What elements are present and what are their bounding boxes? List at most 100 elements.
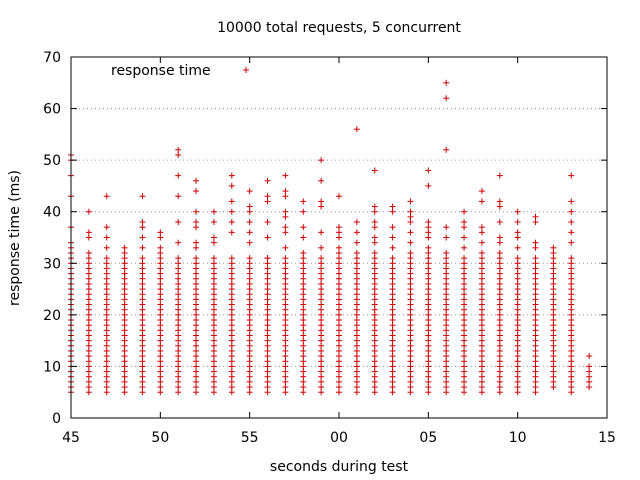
data-point bbox=[443, 353, 450, 360]
data-point bbox=[318, 389, 325, 396]
axis-ticks: 0 10 20 30 40 50 60 70 45 50 55 00 05 10 15 bbox=[43, 50, 616, 446]
data-point bbox=[121, 337, 128, 344]
data-point bbox=[193, 239, 200, 246]
data-point bbox=[103, 224, 110, 231]
data-point bbox=[157, 286, 164, 293]
data-point bbox=[514, 363, 521, 370]
data-point bbox=[353, 286, 360, 293]
data-point bbox=[264, 337, 271, 344]
data-point bbox=[514, 270, 521, 277]
data-point bbox=[478, 347, 485, 354]
data-point bbox=[389, 275, 396, 282]
data-point bbox=[210, 301, 217, 308]
data-point bbox=[193, 389, 200, 396]
data-point bbox=[353, 229, 360, 236]
data-point bbox=[139, 363, 146, 370]
data-point bbox=[228, 270, 235, 277]
data-point bbox=[193, 368, 200, 375]
data-point bbox=[461, 332, 468, 339]
data-point bbox=[228, 358, 235, 365]
data-point bbox=[425, 317, 432, 324]
data-point bbox=[121, 347, 128, 354]
data-point bbox=[228, 322, 235, 329]
data-point bbox=[103, 291, 110, 298]
data-point bbox=[282, 317, 289, 324]
data-point bbox=[443, 332, 450, 339]
data-point bbox=[228, 265, 235, 272]
data-point bbox=[157, 255, 164, 262]
data-point bbox=[407, 384, 414, 391]
data-point bbox=[389, 337, 396, 344]
data-point bbox=[353, 322, 360, 329]
data-point bbox=[264, 322, 271, 329]
data-point bbox=[318, 229, 325, 236]
data-point bbox=[228, 311, 235, 318]
data-point bbox=[157, 337, 164, 344]
data-point bbox=[300, 378, 307, 385]
data-point bbox=[425, 260, 432, 267]
data-point bbox=[85, 234, 92, 241]
data-point bbox=[353, 347, 360, 354]
data-point bbox=[210, 378, 217, 385]
data-point bbox=[443, 358, 450, 365]
data-point bbox=[389, 327, 396, 334]
data-point bbox=[407, 219, 414, 226]
data-point bbox=[336, 363, 342, 370]
data-point bbox=[550, 327, 557, 334]
data-point bbox=[246, 327, 253, 334]
data-point bbox=[425, 358, 432, 365]
data-point bbox=[550, 384, 557, 391]
data-point bbox=[318, 378, 325, 385]
data-point bbox=[461, 224, 468, 231]
data-point bbox=[461, 368, 468, 375]
data-point bbox=[157, 368, 164, 375]
data-point bbox=[532, 286, 539, 293]
data-point bbox=[514, 306, 521, 313]
data-point bbox=[318, 260, 325, 267]
data-point bbox=[336, 255, 342, 262]
data-point bbox=[282, 363, 289, 370]
data-point bbox=[443, 255, 450, 262]
data-point bbox=[478, 358, 485, 365]
data-point bbox=[461, 244, 468, 251]
data-point bbox=[157, 296, 164, 303]
data-point bbox=[264, 389, 271, 396]
data-point bbox=[139, 296, 146, 303]
data-point bbox=[121, 265, 128, 272]
data-point bbox=[443, 275, 450, 282]
data-point bbox=[193, 363, 200, 370]
data-point bbox=[514, 275, 521, 282]
data-point bbox=[300, 373, 307, 380]
data-point bbox=[461, 378, 468, 385]
data-point bbox=[568, 317, 575, 324]
data-point bbox=[496, 373, 503, 380]
data-point bbox=[300, 249, 307, 256]
data-point bbox=[210, 275, 217, 282]
data-point bbox=[496, 353, 503, 360]
data-point bbox=[461, 260, 468, 267]
data-point bbox=[461, 337, 468, 344]
data-point bbox=[85, 301, 92, 308]
data-point bbox=[103, 347, 110, 354]
data-point bbox=[461, 234, 468, 241]
data-point bbox=[407, 270, 414, 277]
x-tick-label: 15 bbox=[598, 430, 616, 446]
data-point bbox=[210, 373, 217, 380]
data-point bbox=[85, 373, 92, 380]
data-point bbox=[157, 301, 164, 308]
data-point bbox=[85, 255, 92, 262]
data-point bbox=[425, 182, 432, 189]
data-point bbox=[175, 317, 182, 324]
data-point bbox=[514, 389, 521, 396]
data-point bbox=[461, 317, 468, 324]
data-point bbox=[425, 353, 432, 360]
data-point bbox=[478, 332, 485, 339]
data-point bbox=[282, 296, 289, 303]
data-point bbox=[443, 146, 450, 153]
data-point bbox=[282, 291, 289, 298]
data-point bbox=[121, 363, 128, 370]
data-point bbox=[228, 332, 235, 339]
data-point bbox=[282, 265, 289, 272]
data-point bbox=[496, 347, 503, 354]
data-point bbox=[282, 378, 289, 385]
